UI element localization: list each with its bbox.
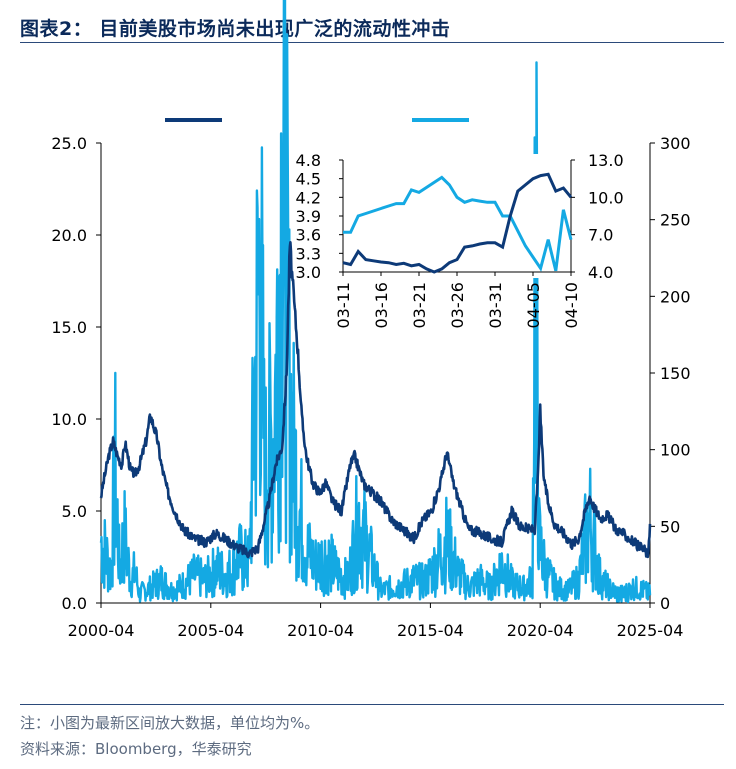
x-tick-label: 2005-04 bbox=[177, 621, 244, 640]
inset-left-y-tick-label: 3.3 bbox=[296, 244, 321, 263]
right-y-tick-label: 0 bbox=[660, 594, 670, 613]
left-y-tick-label: 10.0 bbox=[51, 410, 87, 429]
title-rule bbox=[20, 42, 724, 43]
right-y-tick-label: 100 bbox=[660, 441, 691, 460]
inset-series-line-high-yield-spread bbox=[342, 172, 573, 274]
inset-right-y-tick-label: 7.0 bbox=[588, 226, 613, 245]
inset-right-y-tick-label: 13.0 bbox=[588, 151, 624, 170]
right-y-tick-label: 300 bbox=[660, 134, 691, 153]
inset-x-tick-label: 04-05 bbox=[524, 282, 543, 329]
inset-left-y-tick-label: 4.8 bbox=[296, 151, 321, 170]
left-y-tick-label: 5.0 bbox=[62, 502, 87, 521]
x-tick-label: 2015-04 bbox=[397, 621, 464, 640]
right-y-tick-label: 50 bbox=[660, 517, 680, 536]
inset-x-tick-label: 04-10 bbox=[562, 282, 581, 329]
inset-right-y-tick-label: 10.0 bbox=[588, 188, 624, 207]
source-note: 资料来源：Bloomberg，华泰研究 bbox=[20, 740, 252, 758]
left-y-tick-label: 0.0 bbox=[62, 594, 87, 613]
inset-left-y-tick-label: 3.6 bbox=[296, 226, 321, 245]
inset-x-tick-label: 03-16 bbox=[372, 282, 391, 329]
chart-title: 图表2： 目前美股市场尚未出现广泛的流动性冲击 bbox=[20, 18, 451, 40]
x-tick-label: 2000-04 bbox=[68, 621, 135, 640]
inset-series-line-commercial-paper-spread bbox=[343, 175, 573, 272]
right-y-tick-label: 150 bbox=[660, 364, 691, 383]
inset-left-y-tick-label: 4.2 bbox=[296, 188, 321, 207]
left-y-tick-label: 20.0 bbox=[51, 226, 87, 245]
left-y-tick-label: 25.0 bbox=[51, 134, 87, 153]
x-tick-label: 2025-04 bbox=[617, 621, 684, 640]
chart-area: 0.0 5.0 10.0 15.0 20.0 25.0 0 50 100 150 200 250 300… bbox=[51, 0, 691, 640]
inset-left-y-tick-label: 3.9 bbox=[296, 207, 321, 226]
footnote: 注：小图为最新区间放大数据，单位均为%。 bbox=[20, 714, 320, 732]
inset-x-tick-label: 03-26 bbox=[448, 282, 467, 329]
inset-x-tick-label: 03-31 bbox=[486, 282, 505, 329]
inset-left-y-tick-label: 3.0 bbox=[296, 263, 321, 282]
inset-left-y-tick-label: 4.5 bbox=[296, 170, 321, 189]
x-tick-label: 2010-04 bbox=[287, 621, 354, 640]
left-y-tick-label: 15.0 bbox=[51, 318, 87, 337]
series-line-high-yield-spread bbox=[99, 241, 652, 559]
inset-x-tick-label: 03-21 bbox=[410, 282, 429, 329]
right-y-tick-label: 200 bbox=[660, 287, 691, 306]
x-tick-label: 2020-04 bbox=[507, 621, 574, 640]
inset-right-y-tick-label: 4.0 bbox=[588, 263, 613, 282]
footer-rule bbox=[20, 704, 724, 705]
series-line-commercial-paper-spread bbox=[99, 0, 652, 604]
right-y-tick-label: 250 bbox=[660, 211, 691, 230]
inset-x-tick-label: 03-11 bbox=[334, 282, 353, 329]
